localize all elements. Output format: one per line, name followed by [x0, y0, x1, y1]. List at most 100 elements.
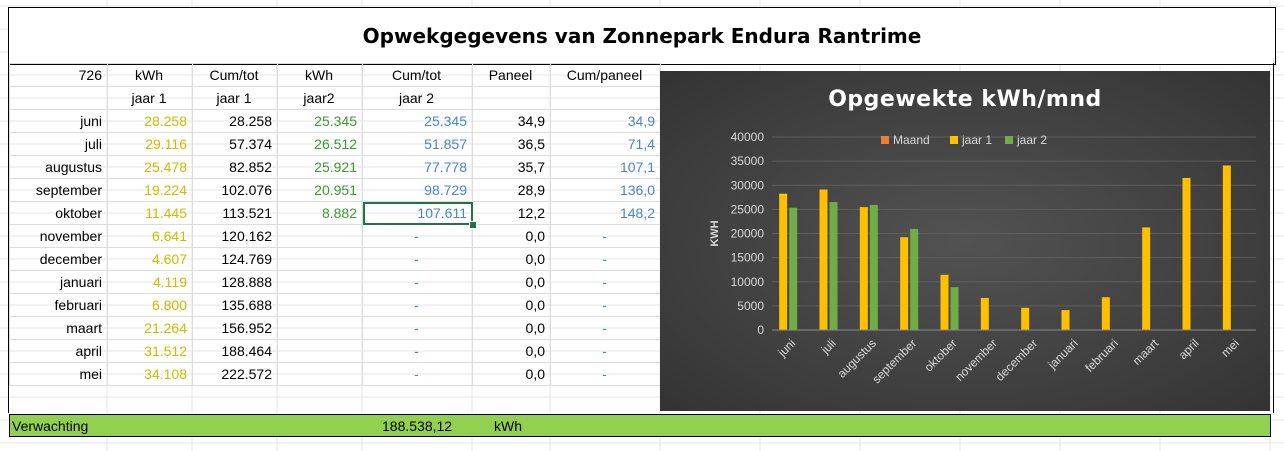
cum-jaar2-cell[interactable]: 107.611 [362, 201, 473, 225]
month-cell[interactable]: februari [9, 293, 108, 317]
cum-jaar1-cell[interactable]: 113.521 [192, 201, 278, 225]
kwh-jaar2-cell[interactable] [277, 316, 363, 340]
cum-paneel-cell[interactable]: - [550, 270, 661, 294]
cum-jaar1-cell[interactable]: 28.258 [192, 109, 278, 133]
cum-jaar1-cell[interactable]: 222.572 [192, 362, 278, 386]
header-cell[interactable]: jaar 1 [107, 86, 193, 110]
month-cell[interactable]: december [9, 247, 108, 271]
header-cell[interactable]: Paneel [472, 63, 551, 87]
kwh-jaar1-cell[interactable]: 4.119 [107, 270, 193, 294]
paneel-cell[interactable]: 34,9 [472, 109, 551, 133]
cum-jaar1-cell[interactable]: 102.076 [192, 178, 278, 202]
paneel-cell[interactable]: 0,0 [472, 362, 551, 386]
header-cell[interactable]: kWh [107, 63, 193, 87]
kwh-jaar2-cell[interactable]: 8.882 [277, 201, 363, 225]
cum-jaar2-cell[interactable]: 98.729 [362, 178, 473, 202]
paneel-cell[interactable]: 12,2 [472, 201, 551, 225]
kwh-jaar1-cell[interactable]: 21.264 [107, 316, 193, 340]
cum-jaar2-cell[interactable]: - [362, 293, 473, 317]
kwh-jaar1-cell[interactable]: 11.445 [107, 201, 193, 225]
kwh-jaar2-cell[interactable] [277, 339, 363, 363]
month-cell[interactable]: juni [9, 109, 108, 133]
paneel-cell[interactable]: 28,9 [472, 178, 551, 202]
month-cell[interactable]: oktober [9, 201, 108, 225]
paneel-cell[interactable]: 35,7 [472, 155, 551, 179]
cum-paneel-cell[interactable]: - [550, 339, 661, 363]
header-cell[interactable] [472, 86, 551, 110]
header-cell[interactable]: Cum/paneel [550, 63, 661, 87]
cum-paneel-cell[interactable]: 148,2 [550, 201, 661, 225]
kwh-jaar2-cell[interactable] [277, 362, 363, 386]
month-cell[interactable]: januari [9, 270, 108, 294]
header-cell[interactable]: Cum/tot [192, 63, 278, 87]
month-cell[interactable]: mei [9, 362, 108, 386]
kwh-jaar2-cell[interactable]: 20.951 [277, 178, 363, 202]
kwh-jaar2-cell[interactable] [277, 293, 363, 317]
paneel-cell[interactable]: 0,0 [472, 339, 551, 363]
paneel-cell[interactable]: 0,0 [472, 224, 551, 248]
cum-paneel-cell[interactable]: - [550, 293, 661, 317]
cum-jaar1-cell[interactable]: 188.464 [192, 339, 278, 363]
cum-jaar2-cell[interactable]: 51.857 [362, 132, 473, 156]
cum-jaar1-cell[interactable]: 128.888 [192, 270, 278, 294]
kwh-jaar1-cell[interactable]: 19.224 [107, 178, 193, 202]
paneel-cell[interactable]: 0,0 [472, 316, 551, 340]
sheet-title[interactable]: Opwekgegevens van Zonnepark Endura Rantr… [8, 7, 1276, 65]
kwh-jaar2-cell[interactable]: 26.512 [277, 132, 363, 156]
kwh-jaar2-cell[interactable]: 25.345 [277, 109, 363, 133]
month-cell[interactable]: juli [9, 132, 108, 156]
month-cell[interactable]: september [9, 178, 108, 202]
cum-jaar2-cell[interactable]: - [362, 247, 473, 271]
cum-jaar2-cell[interactable]: - [362, 362, 473, 386]
verwachting-row[interactable]: Verwachting 188.538,12 kWh [9, 414, 1271, 437]
header-cell[interactable]: Cum/tot [362, 63, 473, 87]
kwh-jaar2-cell[interactable] [277, 270, 363, 294]
header-cell[interactable]: kWh [277, 63, 363, 87]
cum-jaar2-cell[interactable]: - [362, 316, 473, 340]
header-cell[interactable]: 726 [9, 63, 108, 87]
month-cell[interactable]: augustus [9, 155, 108, 179]
month-cell[interactable]: maart [9, 316, 108, 340]
fill-handle[interactable] [468, 220, 477, 229]
cum-jaar1-cell[interactable]: 120.162 [192, 224, 278, 248]
cum-paneel-cell[interactable]: 136,0 [550, 178, 661, 202]
header-cell[interactable] [9, 86, 108, 110]
cum-paneel-cell[interactable]: - [550, 316, 661, 340]
kwh-jaar2-cell[interactable]: 25.921 [277, 155, 363, 179]
kwh-jaar1-cell[interactable]: 31.512 [107, 339, 193, 363]
kwh-jaar1-cell[interactable]: 6.641 [107, 224, 193, 248]
cum-paneel-cell[interactable]: 107,1 [550, 155, 661, 179]
header-cell[interactable]: jaar2 [277, 86, 363, 110]
header-cell[interactable]: jaar 1 [192, 86, 278, 110]
paneel-cell[interactable]: 36,5 [472, 132, 551, 156]
paneel-cell[interactable]: 0,0 [472, 270, 551, 294]
cum-jaar1-cell[interactable]: 82.852 [192, 155, 278, 179]
cum-jaar2-cell[interactable]: - [362, 270, 473, 294]
cum-paneel-cell[interactable]: - [550, 247, 661, 271]
kwh-jaar1-cell[interactable]: 28.258 [107, 109, 193, 133]
header-cell[interactable]: jaar 2 [362, 86, 473, 110]
month-cell[interactable]: april [9, 339, 108, 363]
paneel-cell[interactable]: 0,0 [472, 247, 551, 271]
kwh-jaar1-cell[interactable]: 34.108 [107, 362, 193, 386]
cum-jaar2-cell[interactable]: 25.345 [362, 109, 473, 133]
cum-jaar1-cell[interactable]: 156.952 [192, 316, 278, 340]
kwh-jaar2-cell[interactable] [277, 224, 363, 248]
kwh-jaar2-cell[interactable] [277, 247, 363, 271]
cum-jaar2-cell[interactable]: - [362, 224, 473, 248]
cum-jaar1-cell[interactable]: 135.688 [192, 293, 278, 317]
cum-paneel-cell[interactable]: - [550, 224, 661, 248]
cum-jaar2-cell[interactable]: - [362, 339, 473, 363]
cum-paneel-cell[interactable]: 34,9 [550, 109, 661, 133]
kwh-jaar1-cell[interactable]: 29.116 [107, 132, 193, 156]
kwh-jaar1-cell[interactable]: 4.607 [107, 247, 193, 271]
cum-jaar1-cell[interactable]: 57.374 [192, 132, 278, 156]
paneel-cell[interactable]: 0,0 [472, 293, 551, 317]
chart-area[interactable]: Opgewekte kWh/mnd 0 5000 10000 15000 20000 25… [660, 71, 1270, 411]
cum-jaar1-cell[interactable]: 124.769 [192, 247, 278, 271]
cum-paneel-cell[interactable]: 71,4 [550, 132, 661, 156]
kwh-jaar1-cell[interactable]: 6.800 [107, 293, 193, 317]
cum-jaar2-cell[interactable]: 77.778 [362, 155, 473, 179]
cum-paneel-cell[interactable]: - [550, 362, 661, 386]
kwh-jaar1-cell[interactable]: 25.478 [107, 155, 193, 179]
